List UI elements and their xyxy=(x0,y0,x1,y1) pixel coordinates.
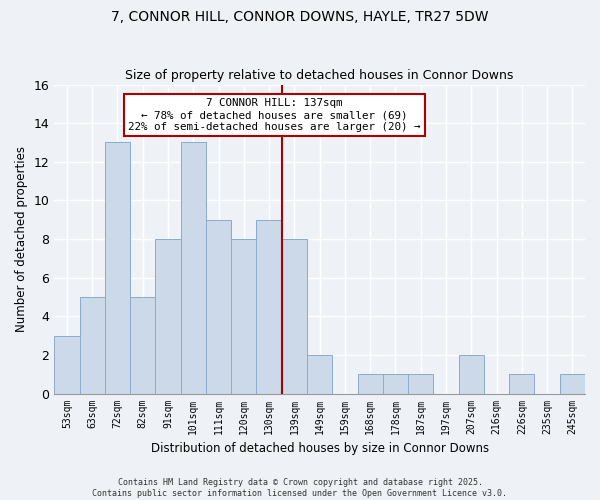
Bar xyxy=(256,220,282,394)
Bar xyxy=(509,374,535,394)
Bar xyxy=(282,239,307,394)
X-axis label: Distribution of detached houses by size in Connor Downs: Distribution of detached houses by size … xyxy=(151,442,489,455)
Bar xyxy=(105,142,130,394)
Bar xyxy=(181,142,206,394)
Y-axis label: Number of detached properties: Number of detached properties xyxy=(15,146,28,332)
Bar xyxy=(383,374,408,394)
Bar xyxy=(206,220,231,394)
Title: Size of property relative to detached houses in Connor Downs: Size of property relative to detached ho… xyxy=(125,69,514,82)
Bar xyxy=(408,374,433,394)
Bar xyxy=(130,297,155,394)
Text: 7 CONNOR HILL: 137sqm
← 78% of detached houses are smaller (69)
22% of semi-deta: 7 CONNOR HILL: 137sqm ← 78% of detached … xyxy=(128,98,421,132)
Bar xyxy=(560,374,585,394)
Bar xyxy=(458,355,484,394)
Text: Contains HM Land Registry data © Crown copyright and database right 2025.
Contai: Contains HM Land Registry data © Crown c… xyxy=(92,478,508,498)
Bar xyxy=(358,374,383,394)
Bar xyxy=(307,355,332,394)
Bar xyxy=(231,239,256,394)
Bar xyxy=(155,239,181,394)
Bar xyxy=(80,297,105,394)
Text: 7, CONNOR HILL, CONNOR DOWNS, HAYLE, TR27 5DW: 7, CONNOR HILL, CONNOR DOWNS, HAYLE, TR2… xyxy=(111,10,489,24)
Bar xyxy=(54,336,80,394)
